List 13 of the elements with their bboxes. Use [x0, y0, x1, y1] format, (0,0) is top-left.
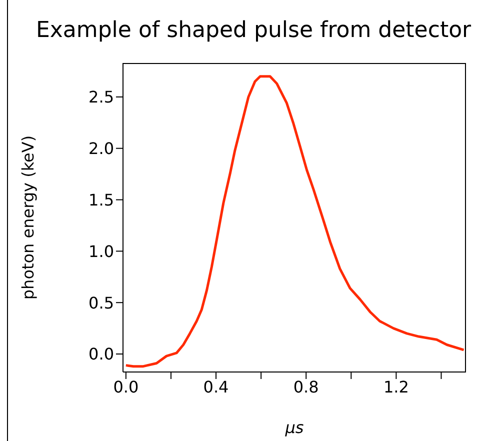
x-tick-label: 0.8: [293, 377, 319, 396]
y-tick-label: 2.5: [88, 88, 114, 107]
x-tick-label: 0.4: [203, 377, 229, 396]
x-axis-title: μs: [284, 418, 304, 437]
y-tick-label: 1.0: [88, 242, 114, 261]
y-axis-title: photon energy (keV): [18, 135, 38, 300]
y-tick-label: 2.0: [88, 139, 114, 158]
y-tick-label: 0.5: [88, 293, 114, 312]
y-tick-label: 1.5: [88, 190, 114, 210]
y-tick-label: 0.0: [88, 344, 114, 364]
x-tick-label: 1.2: [383, 377, 409, 396]
x-tick-label: 0.0: [113, 377, 139, 396]
chart-title: Example of shaped pulse from detector: [36, 18, 472, 43]
